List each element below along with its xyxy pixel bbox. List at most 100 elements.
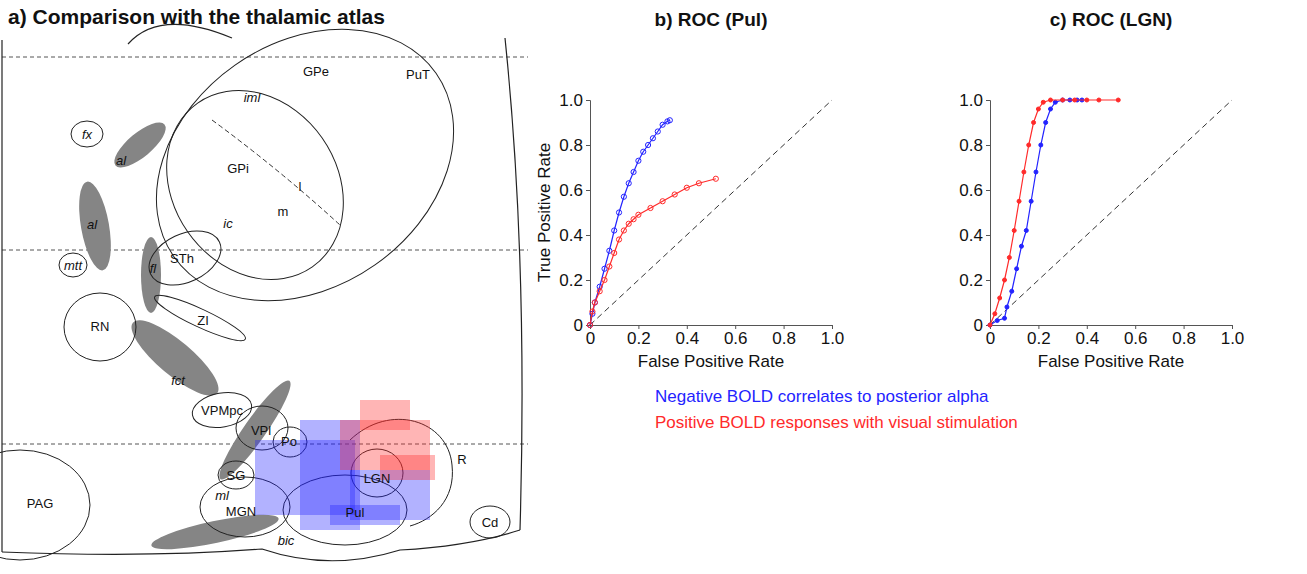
overlay-negative-bold [330,505,400,525]
roc-point [616,237,621,242]
tick-label: 1.0 [821,329,845,348]
tick: 0.2 [959,271,990,290]
nucleus [104,0,506,357]
tick-label: 0.4 [559,226,583,245]
roc-point [660,199,665,204]
atlas-label: GPi [227,161,249,176]
roc-point [1061,98,1065,102]
tick: 0.4 [959,226,990,245]
tick-label: 0 [986,329,995,348]
tick-mark [986,235,990,236]
tick-mark [986,145,990,146]
tick-mark [986,190,990,191]
roc-point [1116,98,1120,102]
roc-point [1041,100,1045,104]
roc-point [1005,305,1009,309]
plot-area [587,100,832,328]
roc-point [1003,316,1007,320]
tick-label: 1.0 [1221,329,1245,348]
y-axis-title: True Positive Rate [535,143,554,282]
roc-point [631,169,636,174]
dashed-guide [2,57,528,58]
atlas-label: STh [170,251,194,266]
tick: 0.2 [1027,325,1051,348]
x-axis: 0 0.2 0.4 0.6 0.8 1.0 [986,325,1245,348]
atlas-label: R [457,452,466,467]
roc-point [1036,107,1040,111]
atlas-label: VPMpc [201,403,243,418]
atlas-label: Cd [482,515,499,530]
atlas-label: Pul [346,505,365,520]
roc-chart: b) ROC (Pul)00.20.40.60.81.000.20.40.60.… [535,9,844,371]
atlas-label: ic [223,216,233,231]
roc-point [1034,170,1038,174]
tick-label: 0.8 [1172,329,1196,348]
roc-point [607,264,612,269]
tick-mark [986,100,990,101]
nucleus [140,220,229,296]
tick-mark [586,190,590,191]
roc-point [612,228,617,233]
atlas-label: iml [244,90,262,105]
atlas-label: bic [278,533,295,548]
nucleus [130,56,379,314]
roc-point [626,221,631,226]
tick-label: 0.6 [959,181,983,200]
roc-point [597,289,602,294]
roc-point [1039,143,1043,147]
tick-label: 0.8 [559,136,583,155]
atlas-label: Po [281,434,297,449]
roc-point [1015,267,1019,271]
roc-point [713,176,718,181]
outline [128,24,232,44]
x-axis-title: False Positive Rate [638,352,784,371]
tick-label: 0.2 [627,329,651,348]
tick-label: 0 [586,329,595,348]
roc-point [672,192,677,197]
roc-point [1061,98,1065,102]
legend-entry: Positive BOLD responses with visual stim… [655,413,1018,432]
tick-mark [586,100,590,101]
roc-point [587,322,592,327]
roc-point [995,319,999,323]
tick: 0.6 [1124,325,1148,348]
tick: 1.0 [1221,325,1245,348]
chart-title: c) ROC (LGN) [1050,9,1172,30]
fibre-tract [108,115,172,175]
roc-curve [990,100,1082,325]
nucleus [190,388,255,432]
roc-point [641,149,646,154]
tick-label: 0.6 [1124,329,1148,348]
roc-point [645,142,650,147]
roc-point [616,210,621,215]
tick-label: 0 [574,316,583,335]
roc-curve [590,179,716,325]
tick-label: 1.0 [959,91,983,110]
tick-mark [586,235,590,236]
nucleus [59,253,87,277]
panel-title: a) Comparison with the thalamic atlas [8,5,385,28]
roc-point [1073,98,1077,102]
outline [1,40,2,552]
roc-chart: c) ROC (LGN)00.20.40.60.81.000.20.40.60.… [959,9,1244,371]
tick-label: 0.6 [724,329,748,348]
atlas-label: fct [171,373,186,388]
tick-label: 0.2 [1027,329,1051,348]
x-axis-title: False Positive Rate [1038,352,1184,371]
tick-label: 0.4 [1075,329,1099,348]
tick-label: 1.0 [559,91,583,110]
y-axis: 00.20.40.60.81.0 [559,91,590,335]
axis-line [586,101,591,326]
roc-point [648,205,653,210]
tick-label: 0.6 [559,181,583,200]
roc-point [602,277,607,282]
roc-point [1019,244,1023,248]
roc-point [1097,98,1101,102]
roc-point [1012,229,1016,233]
tick: 0.4 [559,226,590,245]
dashed-guide [2,250,528,251]
fibre-tract [149,508,281,557]
atlas-label: PAG [27,496,54,511]
roc-point [650,136,655,141]
tick: 0.8 [959,136,990,155]
